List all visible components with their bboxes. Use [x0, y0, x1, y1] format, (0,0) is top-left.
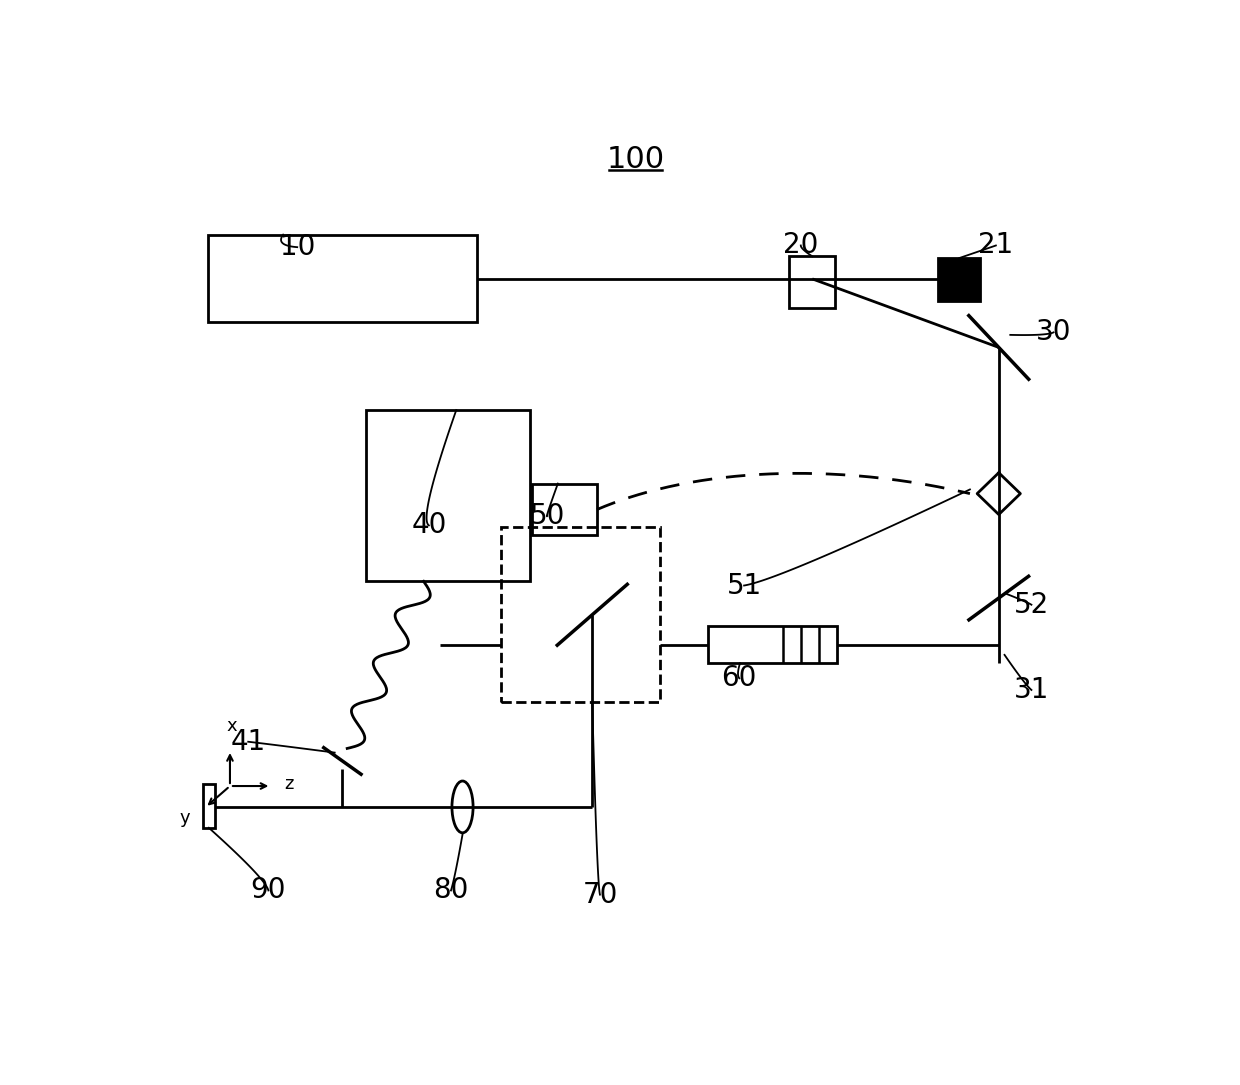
Bar	[789, 256, 836, 308]
Bar	[708, 626, 837, 663]
Text: x: x	[227, 717, 237, 735]
Text: 51: 51	[727, 572, 761, 600]
Text: y: y	[179, 809, 190, 828]
Bar	[208, 234, 477, 322]
Text: 10: 10	[279, 233, 315, 261]
Text: 100: 100	[606, 145, 665, 174]
Text: 30: 30	[1035, 318, 1071, 346]
Text: 41: 41	[231, 728, 265, 756]
Bar	[203, 784, 215, 828]
Text: 80: 80	[433, 877, 469, 905]
Text: 52: 52	[1014, 590, 1049, 618]
Text: z: z	[285, 776, 294, 793]
Text: 20: 20	[784, 231, 818, 259]
Bar	[367, 410, 529, 582]
Text: 60: 60	[722, 664, 756, 692]
Text: 50: 50	[529, 502, 564, 531]
Text: 70: 70	[583, 881, 618, 908]
Bar	[532, 484, 596, 535]
Bar	[501, 527, 660, 702]
Text: 21: 21	[978, 231, 1013, 259]
Bar	[939, 258, 981, 302]
Text: 40: 40	[412, 511, 446, 539]
Text: 31: 31	[1014, 676, 1049, 704]
Text: 90: 90	[250, 877, 286, 905]
